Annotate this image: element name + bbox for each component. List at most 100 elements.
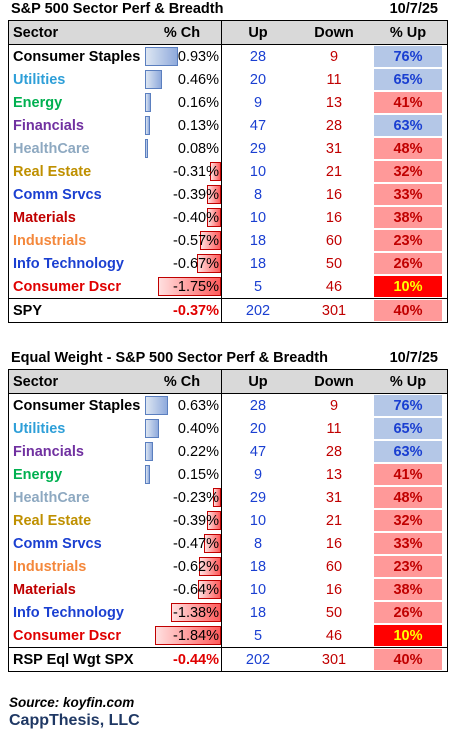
pct-up-cell: 63%: [374, 440, 442, 463]
pct-change-bar: [145, 47, 179, 66]
pct-up-value: 33%: [393, 186, 423, 203]
sector-name: Info Technology: [13, 604, 124, 621]
pct-up-value: 76%: [393, 397, 423, 414]
up-count: 8: [253, 186, 263, 203]
up-count: 20: [249, 71, 267, 88]
sector-name: HealthCare: [13, 140, 90, 157]
down-count: 16: [325, 581, 343, 598]
table-row: Real Estate -0.31% 10 21 32%: [9, 160, 447, 183]
pct-change-value: -0.23%: [173, 489, 219, 506]
pct-up-value: 65%: [393, 71, 423, 88]
sector-name: Real Estate: [13, 512, 92, 529]
source-note: Source: koyfin.com: [9, 695, 135, 710]
pct-change-cell: 0.46%: [145, 68, 222, 91]
pct-up-value: 26%: [393, 255, 423, 272]
pct-up-value: 32%: [393, 163, 423, 180]
pct-change-value: 0.40%: [177, 420, 219, 437]
up-count: 28: [249, 48, 267, 65]
table-grid: Sector % Ch Up Down % Up Consumer Staple…: [8, 20, 448, 323]
pct-change-bar: [206, 511, 221, 530]
pct-change-value: -1.38%: [173, 604, 219, 621]
pct-change-value: 0.15%: [177, 466, 219, 483]
pct-up-value: 48%: [393, 489, 423, 506]
pct-up-value: 10%: [393, 627, 423, 644]
table-date: 10/7/25: [389, 1, 438, 17]
up-count: 9: [253, 466, 263, 483]
sector-name: Industrials: [13, 232, 87, 249]
header-sector: Sector: [13, 373, 59, 390]
down-count: 28: [325, 117, 343, 134]
pct-change-bar: [145, 116, 150, 135]
pct-change-bar: [196, 254, 221, 273]
pct-up-value: 38%: [393, 581, 423, 598]
up-count: 10: [249, 581, 267, 598]
pct-change-cell: 0.93%: [145, 45, 222, 68]
pct-up-value: 63%: [393, 117, 423, 134]
brand-name: CappThesis, LLC: [9, 712, 140, 729]
table-row: Consumer Staples 0.63% 28 9 76%: [9, 394, 447, 417]
pct-change-cell: -1.75%: [145, 275, 222, 298]
pct-change-cell: -0.47%: [145, 532, 222, 555]
pct-up-cell: 76%: [374, 45, 442, 68]
header-pct-up: % Up: [389, 24, 427, 41]
pct-up-cell: 48%: [374, 137, 442, 160]
table-row: Comm Srvcs -0.47% 8 16 33%: [9, 532, 447, 555]
pct-change-value: 0.22%: [177, 443, 219, 460]
header-up: Up: [248, 373, 268, 390]
pct-change-cell: -0.23%: [145, 486, 222, 509]
pct-change-cell: -1.38%: [145, 601, 222, 624]
pct-change-value: -0.40%: [173, 209, 219, 226]
pct-up-cell: 41%: [374, 91, 442, 114]
pct-change-cell: -0.39%: [145, 183, 222, 206]
up-count: 18: [249, 604, 267, 621]
footer-name: SPY: [13, 302, 43, 319]
footer-up: 202: [245, 651, 271, 668]
pct-change-cell: -0.64%: [145, 578, 222, 601]
down-count: 16: [325, 209, 343, 226]
footer-row: SPY -0.37% 202 301 40%: [9, 298, 447, 322]
pct-up-cell: 10%: [374, 624, 442, 647]
pct-up-cell: 23%: [374, 229, 442, 252]
header-sector: Sector: [13, 24, 59, 41]
pct-up-cell: 48%: [374, 486, 442, 509]
pct-up-cell: 26%: [374, 601, 442, 624]
sector-name: Financials: [13, 117, 84, 134]
pct-change-cell: 0.63%: [145, 394, 222, 417]
table-row: Financials 0.22% 47 28 63%: [9, 440, 447, 463]
pct-up-value: 48%: [393, 140, 423, 157]
table-row: Utilities 0.40% 20 11 65%: [9, 417, 447, 440]
table-title: Equal Weight - S&P 500 Sector Perf & Bre…: [11, 350, 328, 366]
pct-change-bar: [145, 70, 162, 89]
table-body: Consumer Staples 0.93% 28 9 76% Utilities 0.46…: [9, 45, 447, 298]
up-count: 10: [249, 512, 267, 529]
pct-change-cell: 0.08%: [145, 137, 222, 160]
table-row: Financials 0.13% 47 28 63%: [9, 114, 447, 137]
table-row: HealthCare -0.23% 29 31 48%: [9, 486, 447, 509]
footer-down: 301: [321, 651, 347, 668]
pct-change-cell: 0.13%: [145, 114, 222, 137]
down-count: 13: [325, 466, 343, 483]
table-title-row: Equal Weight - S&P 500 Sector Perf & Bre…: [8, 349, 448, 369]
pct-change-value: -0.31%: [173, 163, 219, 180]
down-count: 46: [325, 627, 343, 644]
down-count: 50: [325, 604, 343, 621]
sector-name: Comm Srvcs: [13, 535, 102, 552]
up-count: 18: [249, 255, 267, 272]
sector-table-cap-weight: S&P 500 Sector Perf & Breadth 10/7/25 Se…: [8, 0, 448, 323]
pct-up-cell: 76%: [374, 394, 442, 417]
pct-change-value: -0.62%: [173, 558, 219, 575]
table-body: Consumer Staples 0.63% 28 9 76% Utilities 0.40…: [9, 394, 447, 647]
pct-change-bar: [145, 139, 148, 158]
down-count: 21: [325, 512, 343, 529]
down-count: 28: [325, 443, 343, 460]
table-row: Energy 0.15% 9 13 41%: [9, 463, 447, 486]
sector-name: Utilities: [13, 420, 66, 437]
pct-up-cell: 65%: [374, 417, 442, 440]
header-up: Up: [248, 24, 268, 41]
pct-change-value: -0.39%: [173, 186, 219, 203]
up-count: 20: [249, 420, 267, 437]
sector-name: Industrials: [13, 558, 87, 575]
pct-change-value: -1.84%: [173, 627, 219, 644]
sector-name: HealthCare: [13, 489, 90, 506]
pct-change-cell: 0.22%: [145, 440, 222, 463]
